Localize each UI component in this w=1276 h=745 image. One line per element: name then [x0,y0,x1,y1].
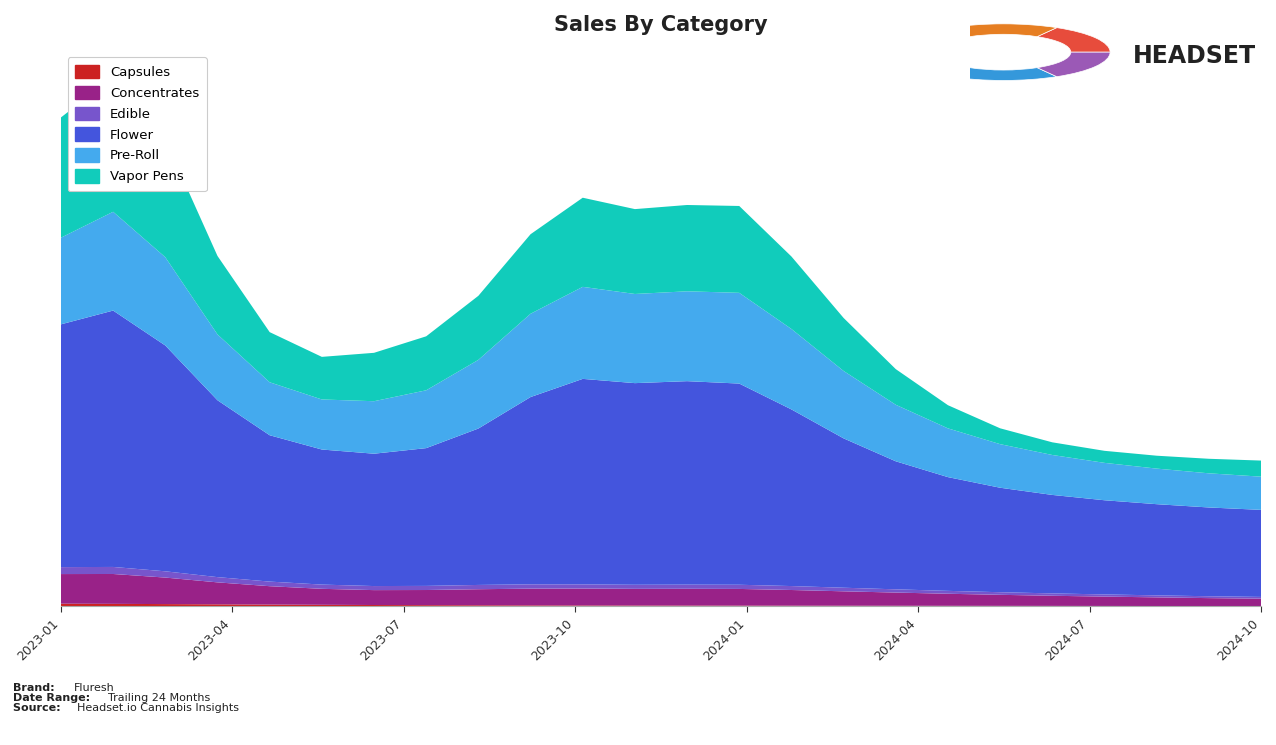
Text: Headset.io Cannabis Insights: Headset.io Cannabis Insights [77,703,239,714]
Wedge shape [1037,28,1110,52]
Text: Trailing 24 Months: Trailing 24 Months [108,693,211,703]
Text: Source:: Source: [13,703,64,714]
Wedge shape [897,52,970,77]
Text: HEADSET: HEADSET [1133,44,1256,68]
Wedge shape [1037,52,1110,77]
Wedge shape [897,28,970,52]
Title: Sales By Category: Sales By Category [554,15,768,35]
Wedge shape [951,24,1057,37]
Text: Fluresh: Fluresh [74,682,115,693]
Text: Brand:: Brand: [13,682,59,693]
Legend: Capsules, Concentrates, Edible, Flower, Pre-Roll, Vapor Pens: Capsules, Concentrates, Edible, Flower, … [68,57,207,191]
Text: Date Range:: Date Range: [13,693,93,703]
Wedge shape [951,68,1057,80]
